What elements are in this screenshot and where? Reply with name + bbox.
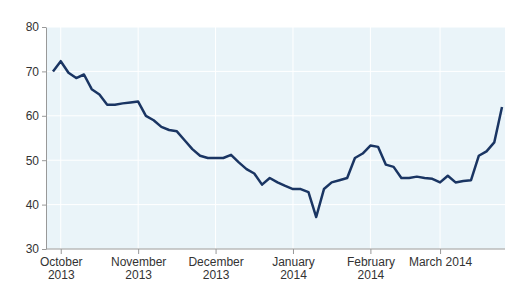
line	[53, 61, 502, 217]
tick: 60	[26, 109, 46, 123]
tick-mark	[293, 249, 294, 254]
tick-label: 80	[26, 20, 40, 34]
grid-line	[46, 204, 505, 205]
axis-line	[46, 28, 47, 250]
tick-mark	[42, 249, 46, 250]
tick-label: 50	[26, 154, 40, 168]
tick-label-line: March 2014	[409, 255, 473, 269]
grid-line	[46, 71, 505, 72]
tick: 50	[26, 154, 46, 168]
tick-mark	[42, 160, 46, 161]
tick-mark	[42, 71, 46, 72]
tick-label-line: 2014	[280, 268, 307, 282]
tick-mark	[42, 205, 46, 206]
grid-line	[440, 27, 441, 249]
grid-line	[215, 27, 216, 249]
tick-label: 70	[26, 65, 40, 79]
grid-line	[370, 27, 371, 249]
tick-label: December2013	[188, 255, 243, 282]
tick: 40	[26, 198, 46, 212]
tick: January2014	[272, 249, 315, 282]
x-axis: October2013November2013December2013Janua…	[40, 249, 505, 282]
grid	[46, 27, 505, 249]
tick-mark	[440, 249, 441, 254]
y-axis: 30 40 50 60 70 80	[26, 20, 47, 256]
tick-label: February2014	[347, 255, 395, 282]
tick: 80	[26, 20, 46, 34]
tick: November2013	[111, 249, 166, 282]
tick-mark	[138, 249, 139, 254]
tick-label-line: February	[347, 255, 395, 269]
chart: 304050607080October2013November2013Decem…	[0, 0, 520, 299]
tick-label: 30	[26, 242, 40, 256]
axis-line	[46, 249, 505, 250]
grid-line	[138, 27, 139, 249]
tick: February2014	[347, 249, 395, 282]
tick-label-line: November	[111, 255, 166, 269]
tick: 70	[26, 65, 46, 79]
tick-label: January2014	[272, 255, 315, 282]
tick-label: November2013	[111, 255, 166, 282]
tick-label: October2013	[40, 255, 83, 282]
tick-label: 60	[26, 109, 40, 123]
grid-line	[46, 249, 505, 250]
tick-label-line: December	[188, 255, 243, 269]
grid-line	[46, 115, 505, 116]
tick-label-line: 2013	[125, 268, 152, 282]
tick-mark	[42, 27, 46, 28]
tick: December2013	[188, 249, 243, 282]
grid-line	[46, 160, 505, 161]
tick-mark	[370, 249, 371, 254]
tick-label-line: 2014	[358, 268, 385, 282]
tick-label: 40	[26, 198, 40, 212]
tick-mark	[61, 249, 62, 254]
plot-area	[53, 61, 502, 217]
tick-mark	[216, 249, 217, 254]
tick-label-line: January	[272, 255, 315, 269]
grid-line	[292, 27, 293, 249]
tick: March 2014	[409, 249, 473, 269]
tick-label-line: October	[40, 255, 83, 269]
grid-line	[46, 27, 505, 28]
tick-label-line: 2013	[48, 268, 75, 282]
tick-label-line: 2013	[203, 268, 230, 282]
tick-mark	[42, 116, 46, 117]
tick: October2013	[40, 249, 83, 282]
plot-background	[46, 27, 505, 249]
tick-label: March 2014	[409, 255, 473, 269]
